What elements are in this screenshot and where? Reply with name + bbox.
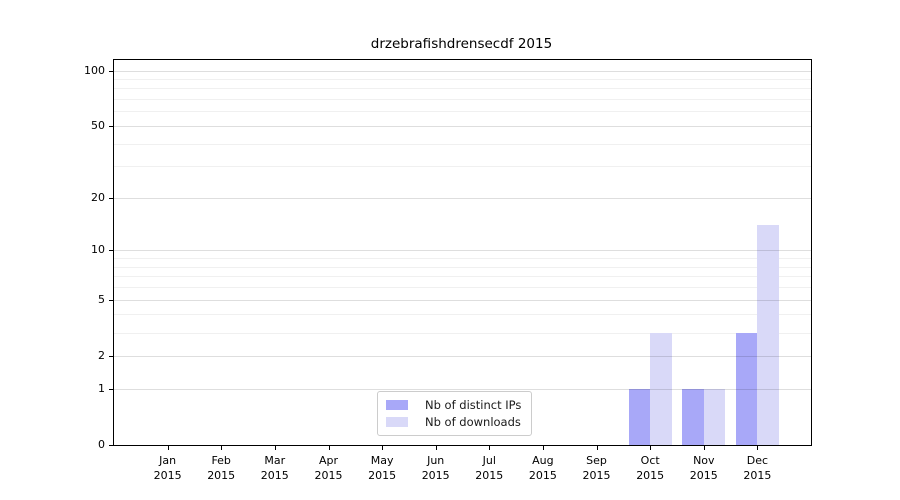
gridline-minor	[114, 266, 811, 268]
y-axis-tick-label: 2	[98, 348, 105, 362]
x-tick-mark	[757, 446, 759, 450]
y-axis-tick-label: 0	[98, 438, 105, 451]
gridline-minor	[114, 79, 811, 80]
x-tick-mark	[382, 446, 384, 450]
bar-nb-of-downloads	[703, 388, 726, 445]
legend-swatch-nb-of-downloads	[386, 417, 408, 427]
x-tick-month: Jun	[427, 454, 445, 467]
bar-nb-of-downloads	[757, 225, 779, 445]
gridline-minor	[114, 314, 811, 316]
x-axis-tick-label: Aug 2015	[515, 453, 571, 483]
x-tick-year: 2015	[207, 469, 236, 482]
x-tick-month: Feb	[211, 454, 231, 467]
gridline-minor	[114, 332, 811, 334]
x-tick-month: Aug	[532, 454, 554, 467]
gridline-minor	[114, 258, 811, 260]
x-tick-mark	[274, 446, 276, 450]
gridline-minor	[114, 287, 811, 289]
bar-nb-of-distinct-ips	[735, 332, 758, 445]
y-axis-tick-label: 5	[98, 292, 105, 306]
x-tick-year: 2015	[260, 469, 289, 482]
legend-label: Nb of distinct IPs	[425, 398, 522, 412]
x-tick-month: Dec	[746, 454, 769, 467]
plot-area: Nb of distinct IPs Nb of downloads	[113, 59, 812, 446]
gridline-major	[114, 388, 811, 390]
gridline-major	[114, 355, 811, 357]
x-tick-year: 2015	[689, 469, 718, 482]
gridline-major	[114, 250, 811, 252]
x-tick-year: 2015	[582, 469, 611, 482]
x-tick-mark	[167, 446, 169, 450]
x-axis-tick-label: Sep 2015	[569, 453, 625, 483]
chart-title: drzebrafishdrensecdf 2015	[370, 36, 553, 52]
x-axis-tick-label: Jul 2015	[461, 453, 517, 483]
x-axis-tick-label: Oct 2015	[622, 453, 678, 483]
x-axis-tick-label: Mar 2015	[247, 453, 303, 483]
y-axis-tick-label: 20	[91, 191, 105, 204]
x-tick-mark	[328, 446, 330, 450]
legend-label: Nb of downloads	[425, 415, 521, 429]
x-tick-mark	[489, 446, 491, 450]
x-tick-year: 2015	[314, 469, 343, 482]
legend-item-nb-of-downloads: Nb of downloads	[386, 415, 521, 429]
gridline-minor	[114, 88, 811, 90]
gridline-minor	[114, 143, 811, 145]
x-tick-year: 2015	[636, 469, 665, 482]
gridline-minor	[114, 166, 811, 168]
x-tick-mark	[435, 446, 437, 450]
y-axis-tick-label: 10	[91, 243, 105, 257]
gridline-major	[114, 299, 811, 301]
x-tick-mark	[596, 446, 598, 450]
x-tick-year: 2015	[421, 469, 450, 482]
legend-swatch-nb-of-distinct-ips	[386, 400, 408, 410]
x-axis-tick-label: Dec 2015	[729, 453, 785, 483]
bar-nb-of-distinct-ips	[628, 388, 651, 445]
x-tick-mark	[542, 446, 544, 450]
x-tick-month: Oct	[640, 454, 660, 467]
x-axis-tick-label: Nov 2015	[676, 453, 732, 483]
bar-nb-of-downloads	[650, 332, 672, 445]
y-axis-tick-label: 100	[84, 63, 105, 77]
x-tick-mark	[221, 446, 223, 450]
gridline-minor	[114, 99, 811, 101]
x-tick-month: May	[370, 454, 394, 467]
x-axis-tick-label: May 2015	[354, 453, 410, 483]
x-tick-year: 2015	[528, 469, 557, 482]
x-tick-month: Jan	[159, 454, 177, 467]
gridline-minor	[114, 111, 811, 113]
gridline-major	[114, 70, 811, 72]
y-axis-tick-label: 50	[91, 119, 105, 132]
gridline-major	[114, 198, 811, 199]
legend: Nb of distinct IPs Nb of downloads	[377, 391, 533, 436]
x-tick-mark	[703, 446, 705, 450]
x-axis-tick-label: Apr 2015	[301, 453, 357, 483]
x-axis-tick-label: Feb 2015	[193, 453, 249, 483]
y-axis-tick-label: 1	[98, 381, 105, 395]
x-tick-mark	[650, 446, 652, 450]
x-tick-year: 2015	[475, 469, 504, 482]
x-axis-tick-label: Jan 2015	[140, 453, 196, 483]
x-tick-year: 2015	[153, 469, 182, 482]
legend-item-nb-of-distinct-ips: Nb of distinct IPs	[386, 398, 521, 412]
gridline-minor	[114, 276, 811, 278]
x-tick-month: Jul	[482, 454, 496, 467]
x-tick-month: Mar	[264, 454, 286, 467]
x-tick-month: Sep	[586, 454, 607, 467]
bar-nb-of-distinct-ips	[682, 388, 704, 445]
x-tick-year: 2015	[743, 469, 772, 482]
x-axis-tick-label: Jun 2015	[408, 453, 464, 483]
gridline-major	[114, 126, 811, 127]
x-tick-month: Nov	[693, 454, 715, 467]
x-tick-year: 2015	[368, 469, 397, 482]
x-tick-month: Apr	[318, 454, 339, 467]
